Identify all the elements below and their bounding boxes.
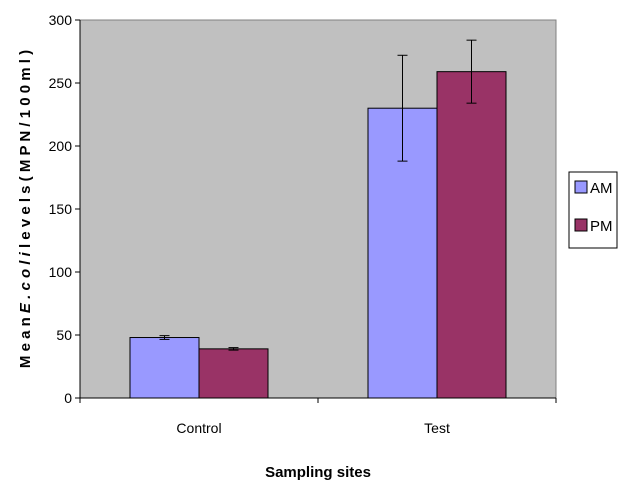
bars-layer xyxy=(129,71,507,399)
y-axis-title-italic: E . c o l i xyxy=(17,251,34,313)
error-bars-layer xyxy=(159,39,477,351)
error-bar xyxy=(397,54,408,162)
y-tick-label: 0 xyxy=(64,390,72,406)
legend-swatch-pm xyxy=(574,218,588,232)
x-axis-title: Sampling sites xyxy=(265,464,371,481)
y-ticks: 0 50 100 150 200 250 300 xyxy=(49,12,80,406)
error-bar xyxy=(228,347,239,351)
y-tick-label: 150 xyxy=(49,201,73,217)
y-axis-title: M e a n E . c o l i l e v e l s ( M P N … xyxy=(17,50,34,368)
y-axis-title-suffix: l e v e l s ( M P N / 1 0 0 m l ) xyxy=(17,50,34,248)
y-axis-title-prefix: M e a n xyxy=(17,317,34,368)
legend-items: AM PM xyxy=(574,180,613,235)
y-tick-label: 200 xyxy=(49,138,73,154)
legend: AM PM xyxy=(568,171,618,249)
x-tick-label: Test xyxy=(424,420,450,436)
bar-pm-test xyxy=(436,71,507,399)
error-bar xyxy=(159,335,170,340)
y-tick-label: 300 xyxy=(49,12,73,28)
error-bar xyxy=(466,39,477,104)
bar-pm-control xyxy=(198,348,269,399)
y-tick-label: 100 xyxy=(49,264,73,280)
bar-am-control xyxy=(129,337,200,399)
legend-swatch-am xyxy=(574,180,588,194)
legend-label-am: AM xyxy=(590,180,613,197)
legend-label-pm: PM xyxy=(590,218,613,235)
x-ticks: Control Test xyxy=(79,398,557,436)
y-tick-label: 50 xyxy=(56,327,72,343)
x-tick-label: Control xyxy=(176,420,221,436)
y-tick-label: 250 xyxy=(49,75,73,91)
